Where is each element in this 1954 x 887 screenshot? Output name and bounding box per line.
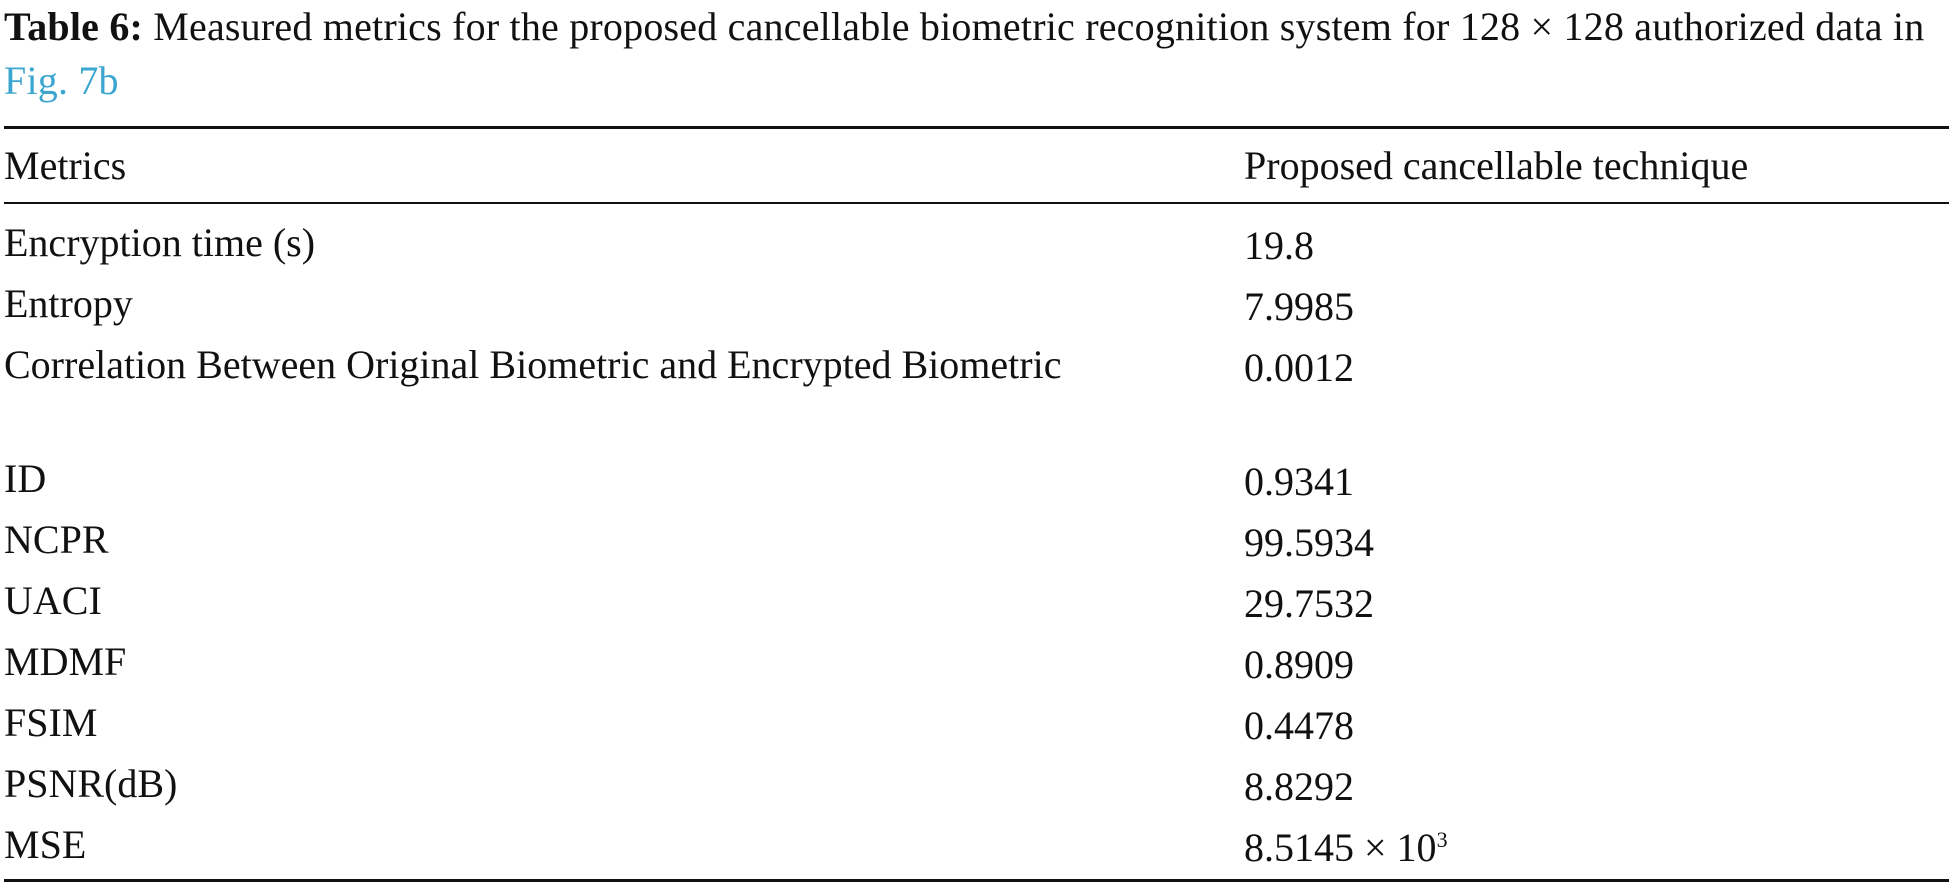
metric-value: 0.0012 [1244,345,1354,390]
metric-name: PSNR(dB) [4,761,178,806]
bottom-rule [4,879,1949,882]
table-header: Metrics Proposed cancellable technique [0,136,1954,196]
metric-name: MDMF [4,639,127,684]
metric-value: 0.9341 [1244,459,1354,504]
metric-name: Correlation Between Original Biometric a… [4,342,1062,387]
table-row: MDMF 0.8909 [0,633,1954,694]
header-technique: Proposed cancellable technique [1244,143,1749,188]
metric-value: 0.4478 [1244,703,1354,748]
metric-name: ID [4,456,47,501]
table-row: MSE 8.5145 × 103 [0,816,1954,877]
table-row: UACI 29.7532 [0,572,1954,633]
table-row: Entropy 7.9985 [0,275,1954,336]
caption-text: Measured metrics for the proposed cancel… [143,4,1925,49]
metric-value: 99.5934 [1244,520,1374,565]
metric-name: Entropy [4,281,133,326]
top-rule [4,126,1949,129]
metric-value: 8.5145 × 103 [1244,818,1944,878]
metric-name: MSE [4,822,87,867]
table-row: Encryption time (s) 19.8 [0,214,1954,275]
table-label: Table 6: [4,4,144,49]
metric-value: 19.8 [1244,223,1314,268]
metric-name: NCPR [4,517,109,562]
header-rule [4,202,1949,204]
table-row: Correlation Between Original Biometric a… [0,336,1954,450]
table-body: Encryption time (s) 19.8 Entropy 7.9985 … [0,214,1954,877]
metric-name: Encryption time (s) [4,220,316,265]
table-row: PSNR(dB) 8.8292 [0,755,1954,816]
metric-value: 0.8909 [1244,642,1354,687]
metric-name: FSIM [4,700,98,745]
value-exponent: 3 [1436,827,1448,852]
table-row: ID 0.9341 [0,450,1954,511]
figure-link[interactable]: Fig. 7b [4,58,119,103]
value-mantissa: 8.5145 × 10 [1244,825,1437,870]
metric-value: 8.8292 [1244,764,1354,809]
metric-value: 29.7532 [1244,581,1374,626]
table-row: NCPR 99.5934 [0,511,1954,572]
metric-name: UACI [4,578,102,623]
table-caption: Table 6: Measured metrics for the propos… [4,0,1949,108]
header-metrics: Metrics [4,143,127,188]
metric-value: 7.9985 [1244,284,1354,329]
table-row: FSIM 0.4478 [0,694,1954,755]
